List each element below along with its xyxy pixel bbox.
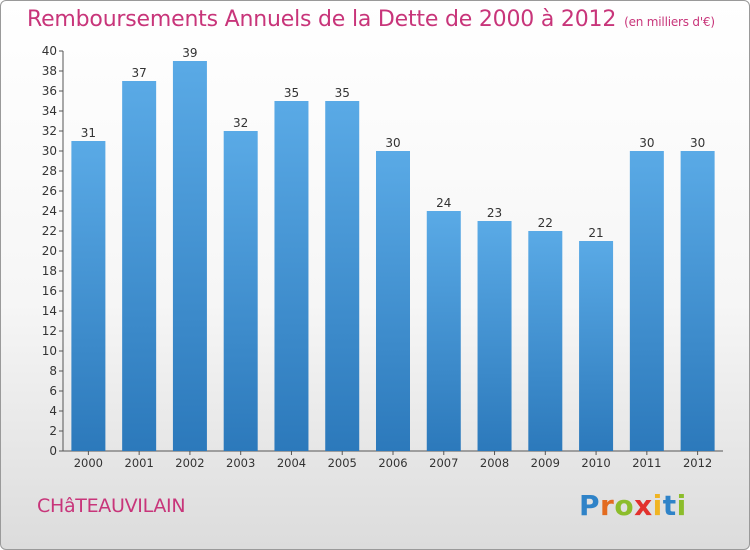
y-tick-label: 26 [42, 184, 57, 198]
logo-letter: r [600, 489, 615, 522]
bar [629, 151, 664, 451]
bar [122, 81, 157, 451]
bar [477, 221, 512, 451]
bar-value-label: 30 [639, 136, 654, 150]
bar-value-label: 22 [538, 216, 553, 230]
y-tick-label: 30 [42, 144, 57, 158]
y-tick-label: 36 [42, 84, 57, 98]
bar-value-label: 35 [284, 86, 299, 100]
y-tick-label: 38 [42, 64, 57, 78]
bar-value-label: 21 [588, 226, 603, 240]
x-tick-label: 2012 [683, 456, 712, 470]
bar-value-label: 23 [487, 206, 502, 220]
y-tick-label: 14 [42, 304, 57, 318]
x-tick-label: 2005 [328, 456, 357, 470]
bar [274, 101, 309, 451]
y-tick-label: 18 [42, 264, 57, 278]
bar [426, 211, 461, 451]
y-tick-label: 34 [42, 104, 57, 118]
bar [223, 131, 258, 451]
bar [172, 61, 207, 451]
y-tick-label: 28 [42, 164, 57, 178]
bar [376, 151, 410, 451]
x-tick-label: 2001 [125, 456, 154, 470]
bar-value-label: 39 [182, 46, 197, 60]
y-tick-label: 8 [49, 364, 57, 378]
x-tick-label: 2003 [226, 456, 255, 470]
bar [71, 141, 106, 451]
y-tick-label: 20 [42, 244, 57, 258]
x-tick-label: 2009 [531, 456, 560, 470]
y-tick-label: 6 [49, 384, 57, 398]
bar-value-label: 32 [233, 116, 248, 130]
chart-unit-note: (en milliers d'€) [624, 15, 715, 29]
logo-letter: P [579, 489, 601, 522]
y-tick-label: 12 [42, 324, 57, 338]
y-tick-label: 40 [42, 44, 57, 58]
y-tick-label: 2 [49, 424, 57, 438]
bar-value-label: 37 [132, 66, 147, 80]
y-tick-label: 32 [42, 124, 57, 138]
chart-title-text: Remboursements Annuels de la Dette de 20… [27, 7, 617, 32]
bar-value-label: 31 [81, 126, 96, 140]
bar-value-label: 30 [385, 136, 400, 150]
y-tick-label: 24 [42, 204, 57, 218]
logo-letter: o [614, 489, 635, 522]
x-tick-label: 2007 [429, 456, 458, 470]
y-tick-label: 0 [49, 444, 57, 458]
proxiti-logo: Proxiti [579, 489, 687, 522]
x-tick-label: 2000 [74, 456, 103, 470]
x-tick-label: 2010 [581, 456, 610, 470]
y-tick-label: 16 [42, 284, 57, 298]
y-tick-label: 22 [42, 224, 57, 238]
logo-letter: t [662, 489, 677, 522]
bar-value-label: 35 [335, 86, 350, 100]
x-tick-label: 2004 [277, 456, 306, 470]
bar-value-label: 24 [436, 196, 451, 210]
bar [579, 241, 614, 451]
y-tick-label: 4 [49, 404, 57, 418]
x-tick-label: 2011 [632, 456, 661, 470]
bar [528, 231, 563, 451]
x-tick-label: 2008 [480, 456, 509, 470]
bar [680, 151, 715, 451]
x-tick-label: 2006 [378, 456, 407, 470]
chart-title: Remboursements Annuels de la Dette de 20… [27, 7, 715, 32]
logo-letter: x [634, 489, 653, 522]
city-name: CHâTEAUVILAIN [37, 495, 186, 517]
x-tick-label: 2002 [175, 456, 204, 470]
logo-letter: i [676, 489, 687, 522]
y-tick-label: 10 [42, 344, 57, 358]
logo-letter: i [652, 489, 663, 522]
bar [325, 101, 360, 451]
bar-value-label: 30 [690, 136, 705, 150]
